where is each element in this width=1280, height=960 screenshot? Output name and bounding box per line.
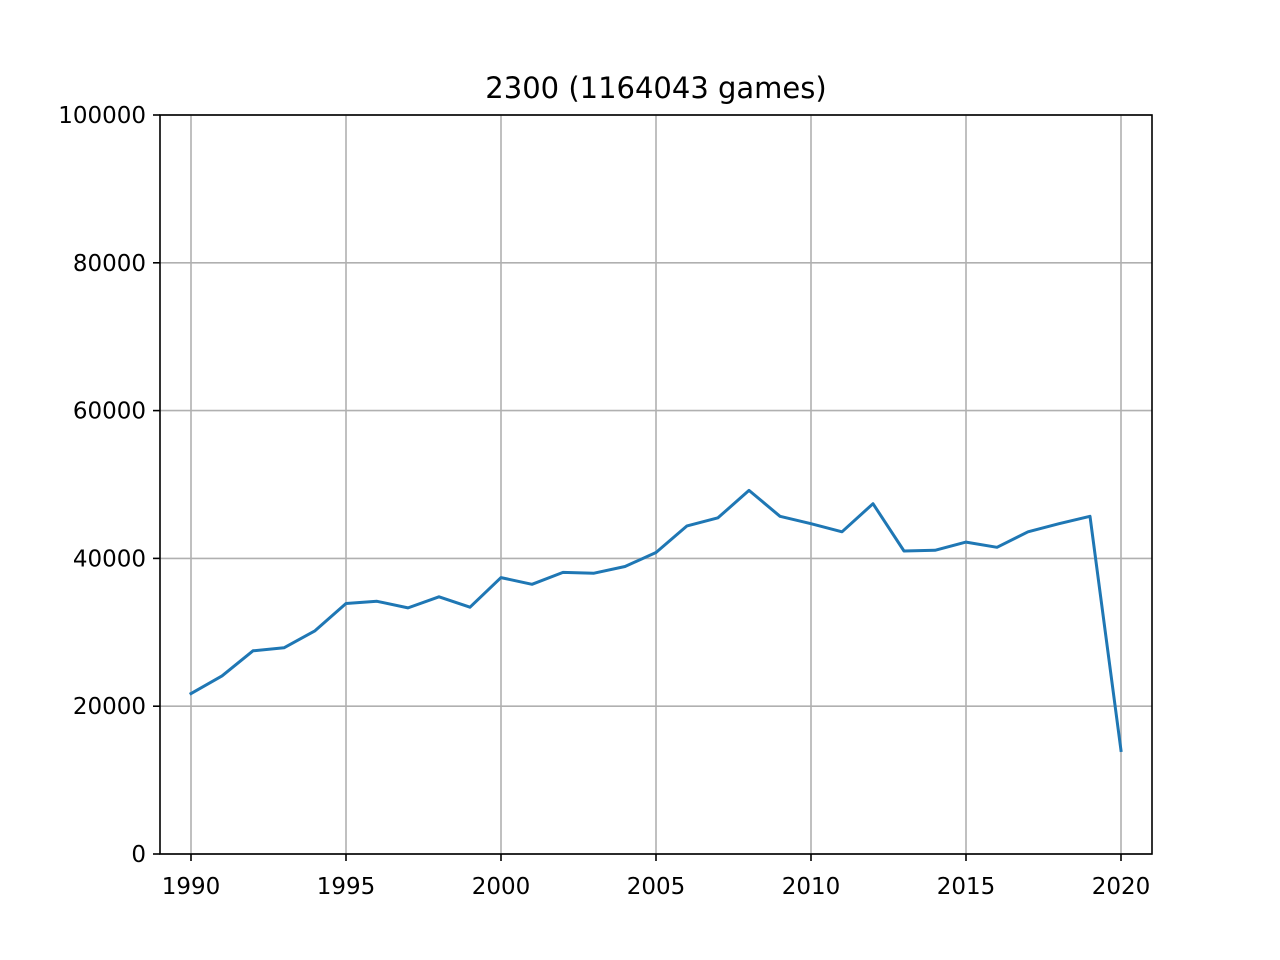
y-tick-label: 60000 [73, 399, 146, 425]
y-tick-label: 40000 [73, 546, 146, 572]
axis-ticks [153, 114, 1122, 861]
grid-lines [160, 114, 1152, 855]
x-tick-label: 2005 [627, 874, 686, 900]
x-tick-label: 1995 [317, 874, 376, 900]
x-tick-label: 1990 [162, 874, 221, 900]
series-line [188, 488, 1123, 753]
x-tick-label: 2000 [472, 874, 531, 900]
tick-labels: 1990 1995 2000 2005 2010 2015 2020 0 20000 40000 6… [58, 103, 1150, 900]
chart-title: 2300 (1164043 games) [485, 71, 826, 105]
x-tick-label: 2020 [1092, 874, 1151, 900]
x-tick-label: 2015 [937, 874, 996, 900]
y-tick-label: 80000 [73, 251, 146, 277]
y-tick-label: 0 [131, 842, 146, 868]
x-tick-label: 2010 [782, 874, 841, 900]
y-tick-label: 20000 [73, 694, 146, 720]
series-layer [188, 488, 1123, 753]
y-tick-label: 100000 [58, 103, 146, 129]
